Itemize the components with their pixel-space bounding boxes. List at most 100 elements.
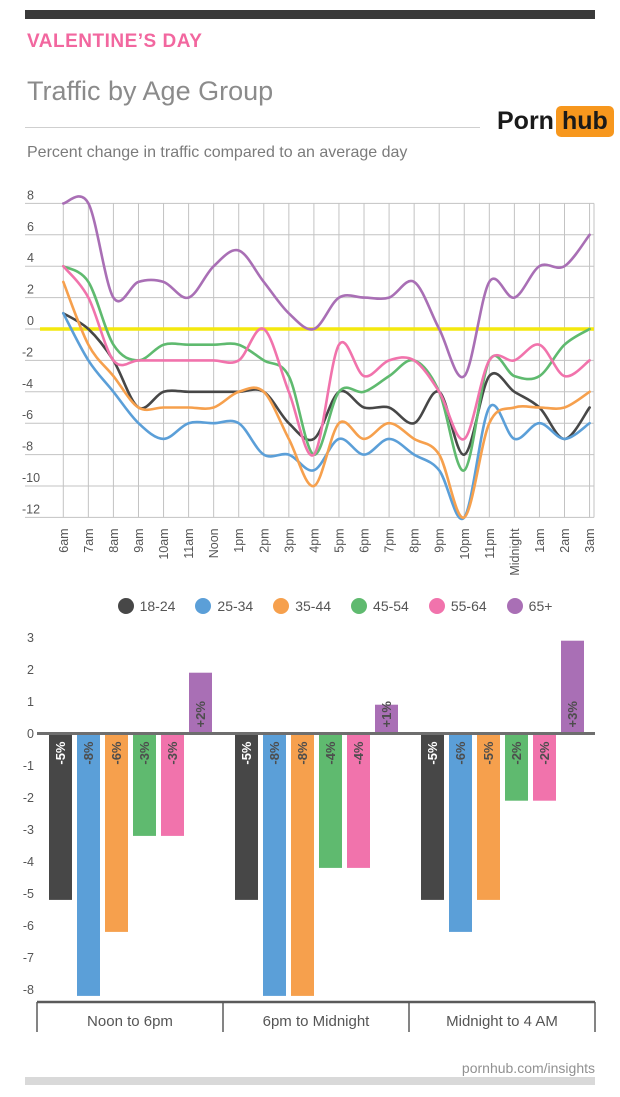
x-tick-label: 7am	[82, 528, 96, 552]
y-tick-label: -5	[23, 887, 34, 901]
bar-55-64-group3	[533, 733, 556, 801]
y-tick-label: 4	[27, 251, 34, 265]
y-tick-label: 2	[27, 663, 34, 677]
legend-label: 55-64	[450, 598, 487, 614]
bar-value-label: -5%	[481, 741, 496, 765]
legend-dot-icon	[273, 598, 290, 614]
bar-value-label: -3%	[137, 741, 152, 765]
bar-45-54-group3	[505, 733, 528, 801]
x-tick-label: 11am	[182, 528, 196, 558]
line-chart-y-axis-labels: 8 6 4 2 0 -2 -4 -6 -8 -10 -12	[22, 188, 40, 516]
bar-value-label: -8%	[267, 741, 282, 765]
bar-value-label: +3%	[565, 701, 580, 728]
legend-item-45-54: 45-54	[351, 598, 409, 614]
bar-value-label: -6%	[453, 741, 468, 765]
legend-label: 25-34	[217, 598, 254, 614]
legend-item-65+: 65+	[506, 598, 553, 614]
bar-25-34-group2	[263, 733, 286, 996]
bar-35-44-group1	[105, 733, 128, 932]
bar-value-label: -2%	[537, 741, 552, 765]
bar-value-label: -5%	[53, 741, 68, 765]
bar-value-label: -2%	[509, 741, 524, 765]
line-chart-x-axis-labels: 6am 7am 8am 9am 10am 11am Noon 1pm 2pm 3pm 4pm 5pm 6…	[57, 528, 597, 576]
y-tick-label: -7	[23, 951, 34, 965]
page-title: Traffic by Age Group	[27, 76, 274, 106]
y-tick-label: -8	[22, 440, 33, 454]
x-tick-label: 2am	[558, 528, 572, 552]
bar-65+-group2	[375, 704, 398, 734]
y-tick-label: 2	[27, 283, 34, 297]
x-tick-label: 9am	[132, 528, 146, 552]
legend-label: 65+	[528, 598, 553, 614]
logo-text-hub: hub	[555, 106, 614, 137]
x-tick-label: Midnight	[508, 528, 522, 576]
bar-value-label: -8%	[295, 741, 310, 765]
y-tick-label: -8	[23, 983, 34, 997]
eyebrow-title: VALENTINE’S DAY	[27, 31, 203, 52]
traffic-line-chart: 8 6 4 2 0 -2 -4 -6 -8 -10 -12 6am 7am 8am 9am 10am 11am N…	[22, 188, 597, 576]
line-series-18-24	[62, 312, 591, 456]
bottom-accent-strip	[25, 1077, 595, 1085]
category-label: Midnight to 4 AM	[446, 1013, 558, 1030]
y-tick-label: 3	[27, 631, 34, 645]
x-tick-label: 10pm	[458, 528, 472, 559]
bar-value-label: -4%	[351, 741, 366, 765]
legend-dot-icon	[117, 598, 134, 614]
x-tick-label: 7pm	[383, 528, 397, 552]
bar-35-44-group2	[291, 733, 314, 996]
x-tick-label: 3am	[583, 528, 597, 552]
bar-value-label: -5%	[239, 741, 254, 765]
category-label: Noon to 6pm	[87, 1013, 173, 1030]
legend-dot-icon	[351, 598, 368, 614]
x-tick-label: 6pm	[358, 528, 372, 552]
y-tick-label: -2	[23, 791, 34, 805]
x-tick-label: 8pm	[408, 528, 422, 552]
bar-65+-group3	[561, 640, 584, 734]
y-tick-label: -10	[22, 471, 40, 485]
x-tick-label: 9pm	[433, 528, 447, 552]
x-tick-label: 4pm	[307, 528, 321, 552]
bar-55-64-group1	[161, 733, 184, 836]
logo-text-porn: Porn	[497, 107, 554, 135]
legend-item-18-24: 18-24	[117, 598, 175, 614]
legend-label: 45-54	[373, 598, 409, 614]
bar-value-label: -8%	[81, 741, 96, 765]
pornhub-logo: Porn hub	[497, 106, 614, 137]
line-series-35-44	[62, 280, 591, 519]
x-tick-label: 8am	[107, 528, 121, 552]
y-tick-label: -6	[22, 408, 33, 422]
legend-label: 35-44	[295, 598, 332, 614]
legend-dot-icon	[195, 598, 212, 614]
header-divider	[25, 127, 480, 128]
bar-45-54-group1	[133, 733, 156, 836]
bar-chart-y-axis-labels: 3 2 1 0 -1 -2 -3 -4 -5 -6 -7 -8	[23, 631, 34, 997]
bar-18-24-group2	[235, 733, 258, 900]
bar-18-24-group3	[421, 733, 444, 900]
bar-35-44-group3	[477, 733, 500, 900]
line-series-25-34	[62, 312, 591, 521]
time-period-bar-chart: 3 2 1 0 -1 -2 -3 -4 -5 -6 -7 -8 -5% -8% -6% -3% -3% +2% -5…	[23, 631, 596, 1032]
legend-item-25-34: 25-34	[195, 598, 253, 614]
legend-dot-icon	[428, 598, 445, 614]
x-tick-label: 2pm	[257, 528, 271, 552]
bar-25-34-group1	[77, 733, 100, 996]
y-tick-label: -6	[23, 919, 34, 933]
x-tick-label: Noon	[207, 528, 221, 558]
bar-65+-group1	[189, 672, 212, 734]
x-tick-label: 1am	[533, 528, 547, 552]
chart-subtitle: Percent change in traffic compared to an…	[27, 144, 408, 161]
y-tick-label: 1	[27, 695, 34, 709]
y-tick-label: -2	[22, 345, 33, 359]
bar-55-64-group2	[347, 733, 370, 868]
y-tick-label: 8	[27, 188, 34, 202]
y-tick-label: 0	[27, 314, 34, 328]
y-tick-label: -12	[22, 502, 40, 516]
top-accent-bar	[25, 10, 595, 19]
bar-45-54-group2	[319, 733, 342, 868]
age-group-legend: 18-24 25-34 35-44 45-54 55-64 65+	[50, 598, 620, 614]
bar-value-label: -5%	[425, 741, 440, 765]
bar-25-34-group3	[449, 733, 472, 932]
category-label: 6pm to Midnight	[263, 1013, 371, 1030]
y-tick-label: 6	[27, 220, 34, 234]
